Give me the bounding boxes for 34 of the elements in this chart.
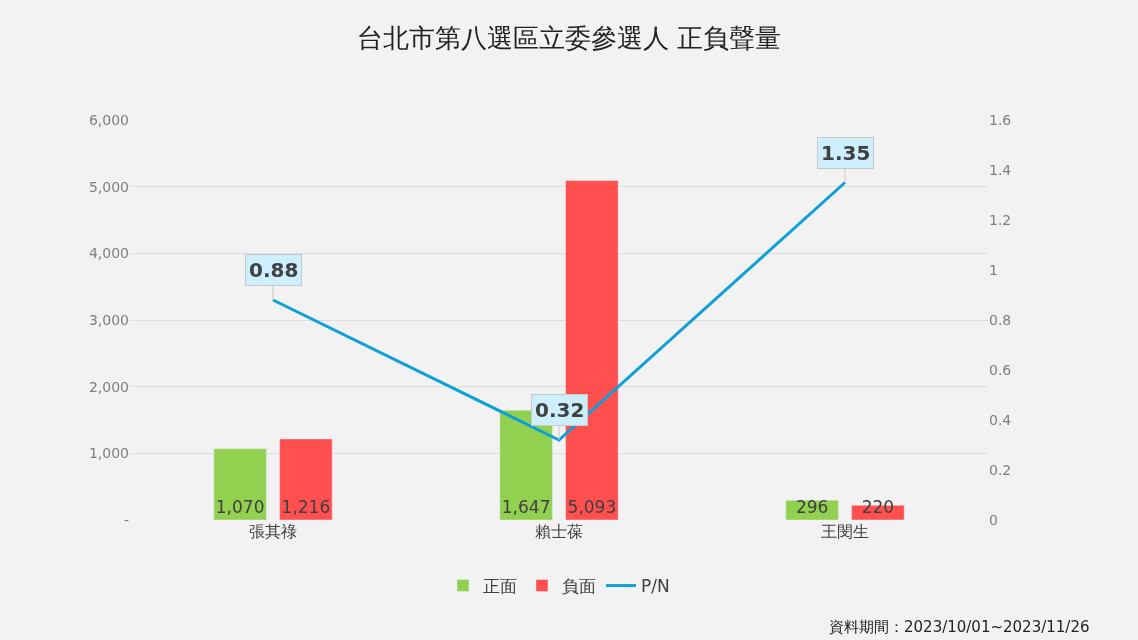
data-label: 1,216 bbox=[281, 497, 331, 517]
y-tick-label: 1,000 bbox=[88, 445, 129, 462]
y2-tick-label: 1 bbox=[989, 261, 998, 278]
y-tick-label: 2,000 bbox=[88, 378, 129, 395]
data-label: 0.88 bbox=[249, 258, 299, 282]
data-label: 1.35 bbox=[821, 141, 871, 165]
y-tick-label: 3,000 bbox=[88, 311, 129, 328]
data-label: 0.32 bbox=[535, 398, 585, 422]
data-label: 5,093 bbox=[567, 497, 617, 517]
y2-tick-label: 1.6 bbox=[989, 111, 1012, 128]
x-tick-label: 賴士葆 bbox=[535, 522, 583, 541]
chart-title: 台北市第八選區立委參選人 正負聲量 bbox=[356, 23, 782, 53]
data-label: 1,070 bbox=[215, 497, 265, 517]
y2-tick-label: 0.6 bbox=[989, 361, 1012, 378]
bar bbox=[279, 438, 333, 520]
y2-tick-label: 0.2 bbox=[989, 461, 1012, 478]
legend-label: P/N bbox=[641, 576, 670, 597]
legend-label: 正面 bbox=[483, 576, 517, 597]
x-tick-label: 張其祿 bbox=[249, 522, 297, 541]
y-tick-label: - bbox=[123, 511, 129, 528]
y2-tick-label: 1.4 bbox=[989, 161, 1012, 178]
y2-tick-label: 0.8 bbox=[989, 311, 1012, 328]
legend-label: 負面 bbox=[562, 576, 596, 597]
x-tick-label: 王閔生 bbox=[821, 522, 869, 541]
data-label: 296 bbox=[795, 497, 829, 517]
y-tick-label: 5,000 bbox=[88, 178, 129, 195]
bar bbox=[213, 448, 267, 520]
y2-tick-label: 0.4 bbox=[989, 411, 1012, 428]
y2-tick-label: 0 bbox=[989, 511, 998, 528]
y2-tick-label: 1.2 bbox=[989, 211, 1012, 228]
text: 資料期間：2023/10/01~2023/11/26 bbox=[829, 618, 1090, 636]
y-tick-label: 6,000 bbox=[88, 111, 129, 128]
data-label: 1,647 bbox=[501, 497, 551, 517]
y-tick-label: 4,000 bbox=[88, 245, 129, 262]
